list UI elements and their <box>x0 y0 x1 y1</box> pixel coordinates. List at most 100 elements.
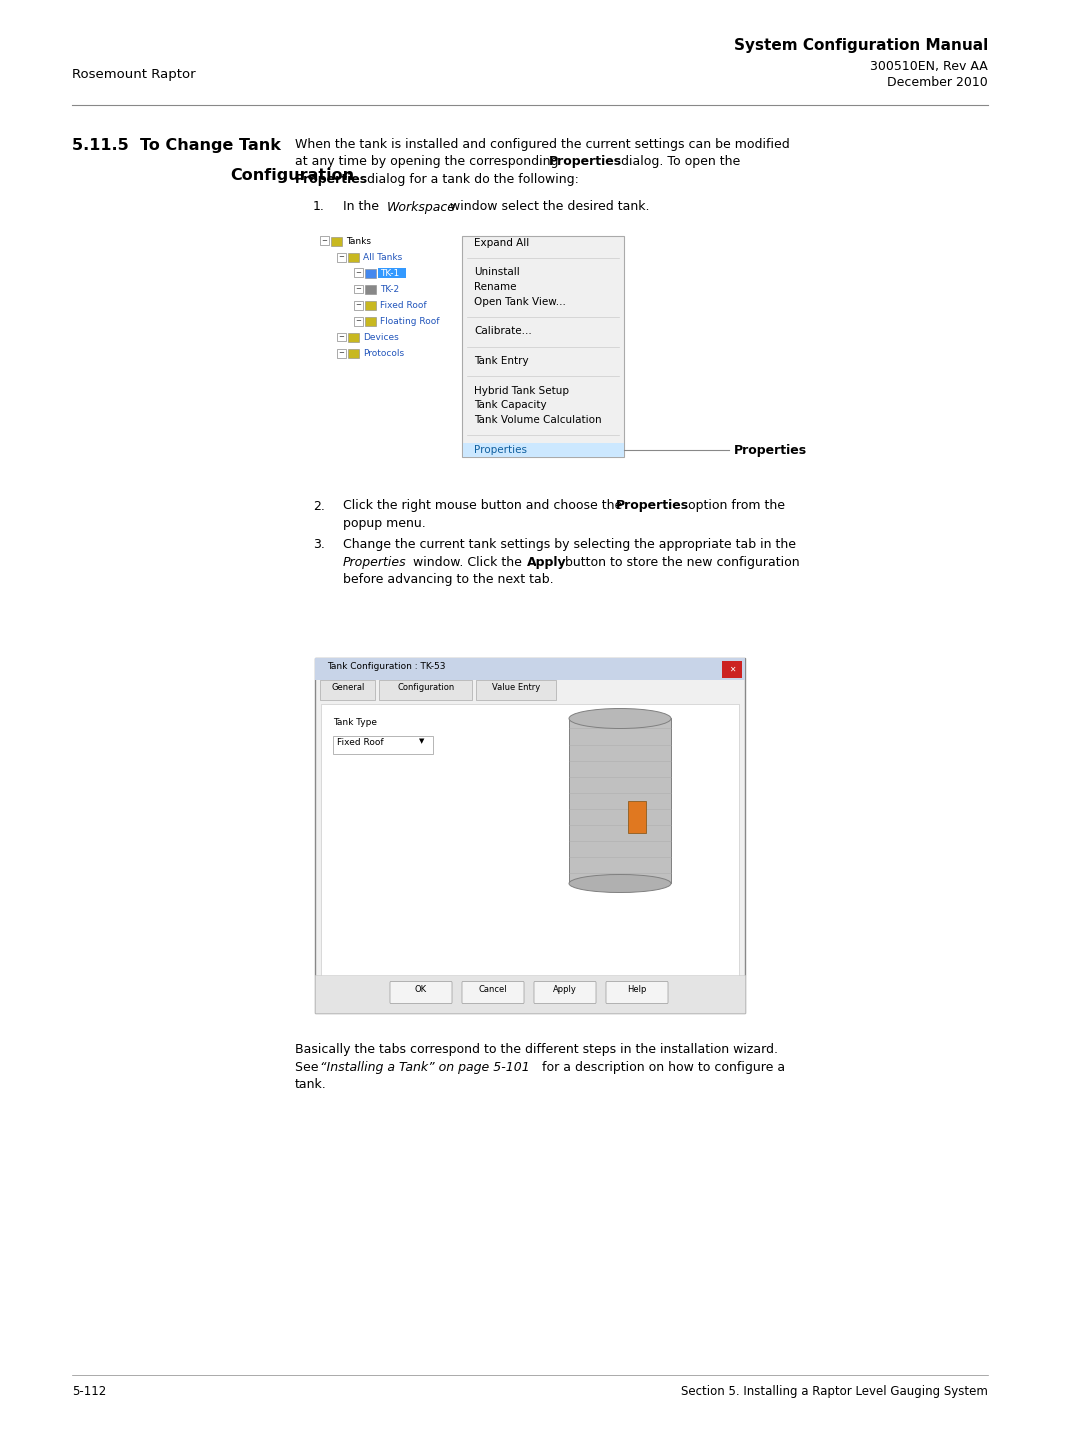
FancyBboxPatch shape <box>321 704 739 980</box>
Text: Tank Capacity: Tank Capacity <box>474 401 546 411</box>
FancyBboxPatch shape <box>365 300 376 309</box>
FancyBboxPatch shape <box>378 269 406 279</box>
FancyBboxPatch shape <box>337 253 346 262</box>
Text: Click the right mouse button and choose the: Click the right mouse button and choose … <box>343 500 626 513</box>
Text: Tank Type: Tank Type <box>333 718 377 727</box>
FancyBboxPatch shape <box>354 285 363 293</box>
Text: Configuration: Configuration <box>230 168 354 182</box>
FancyBboxPatch shape <box>627 800 646 833</box>
Text: −: − <box>355 286 362 292</box>
FancyBboxPatch shape <box>569 718 671 884</box>
FancyBboxPatch shape <box>348 253 359 262</box>
Text: Open Tank View...: Open Tank View... <box>474 296 566 306</box>
Text: Properties: Properties <box>474 444 527 454</box>
Text: −: − <box>355 302 362 308</box>
Text: dialog for a tank do the following:: dialog for a tank do the following: <box>363 172 579 185</box>
Text: Devices: Devices <box>363 333 399 342</box>
FancyBboxPatch shape <box>534 981 596 1003</box>
Text: Configuration: Configuration <box>397 684 455 693</box>
FancyBboxPatch shape <box>337 349 346 358</box>
FancyBboxPatch shape <box>354 300 363 309</box>
Text: TK-1: TK-1 <box>380 269 400 279</box>
Text: Fixed Roof: Fixed Roof <box>380 302 427 310</box>
FancyBboxPatch shape <box>606 981 669 1003</box>
Text: Tank Configuration : TK-53: Tank Configuration : TK-53 <box>327 662 446 671</box>
FancyBboxPatch shape <box>348 349 359 358</box>
FancyBboxPatch shape <box>365 269 376 277</box>
Text: option from the: option from the <box>684 500 785 513</box>
Text: −: − <box>322 239 327 244</box>
Text: “Installing a Tank” on page 5-101: “Installing a Tank” on page 5-101 <box>320 1061 529 1073</box>
Text: 5.11.5  To Change Tank: 5.11.5 To Change Tank <box>72 138 281 152</box>
FancyBboxPatch shape <box>462 981 524 1003</box>
Text: Hybrid Tank Setup: Hybrid Tank Setup <box>474 385 569 395</box>
Text: ▼: ▼ <box>419 739 424 744</box>
Text: See: See <box>295 1061 323 1073</box>
Text: 1.: 1. <box>313 201 325 214</box>
FancyBboxPatch shape <box>390 981 453 1003</box>
Text: TK-2: TK-2 <box>380 286 400 295</box>
FancyBboxPatch shape <box>365 318 376 326</box>
Text: System Configuration Manual: System Configuration Manual <box>733 37 988 53</box>
Text: Help: Help <box>627 986 647 994</box>
FancyBboxPatch shape <box>320 681 376 700</box>
FancyBboxPatch shape <box>348 333 359 342</box>
FancyBboxPatch shape <box>723 661 742 678</box>
FancyBboxPatch shape <box>315 976 745 1013</box>
Text: Calibrate...: Calibrate... <box>474 326 531 336</box>
Text: before advancing to the next tab.: before advancing to the next tab. <box>343 573 554 586</box>
FancyBboxPatch shape <box>330 237 342 246</box>
Text: −: − <box>338 351 345 356</box>
Text: OK: OK <box>415 986 427 994</box>
Text: Apply: Apply <box>553 986 577 994</box>
Text: −: − <box>355 318 362 323</box>
Text: Properties: Properties <box>343 556 407 569</box>
FancyBboxPatch shape <box>333 737 433 754</box>
Text: at any time by opening the corresponding: at any time by opening the corresponding <box>295 155 563 168</box>
Text: When the tank is installed and configured the current settings can be modified: When the tank is installed and configure… <box>295 138 789 151</box>
Text: tank.: tank. <box>295 1079 327 1092</box>
Text: button to store the new configuration: button to store the new configuration <box>561 556 799 569</box>
Text: Properties: Properties <box>734 444 807 457</box>
Text: 300510EN, Rev AA: 300510EN, Rev AA <box>870 60 988 73</box>
Text: Section 5. Installing a Raptor Level Gauging System: Section 5. Installing a Raptor Level Gau… <box>681 1385 988 1398</box>
Text: Expand All: Expand All <box>474 237 529 247</box>
Text: −: − <box>338 333 345 341</box>
FancyBboxPatch shape <box>379 681 472 700</box>
Text: Basically the tabs correspond to the different steps in the installation wizard.: Basically the tabs correspond to the dif… <box>295 1043 778 1056</box>
FancyBboxPatch shape <box>462 236 624 457</box>
Text: Properties: Properties <box>295 172 368 185</box>
Text: Floating Roof: Floating Roof <box>380 318 440 326</box>
Text: Cancel: Cancel <box>478 986 508 994</box>
Text: Uninstall: Uninstall <box>474 267 519 277</box>
Text: Fixed Roof: Fixed Roof <box>337 739 383 747</box>
Text: Value Entry: Value Entry <box>492 684 540 693</box>
FancyBboxPatch shape <box>315 658 745 681</box>
FancyBboxPatch shape <box>354 316 363 326</box>
Text: 5-112: 5-112 <box>72 1385 106 1398</box>
Text: December 2010: December 2010 <box>888 76 988 89</box>
Text: Workspace: Workspace <box>387 201 456 214</box>
Text: Rosemount Raptor: Rosemount Raptor <box>72 68 195 80</box>
FancyBboxPatch shape <box>315 658 745 1013</box>
Text: popup menu.: popup menu. <box>343 517 426 530</box>
Text: −: − <box>355 270 362 276</box>
Text: All Tanks: All Tanks <box>363 253 402 263</box>
FancyBboxPatch shape <box>462 443 623 457</box>
Text: Properties: Properties <box>550 155 622 168</box>
Text: window. Click the: window. Click the <box>409 556 526 569</box>
Text: Properties: Properties <box>616 500 689 513</box>
Text: for a description on how to configure a: for a description on how to configure a <box>538 1061 785 1073</box>
FancyBboxPatch shape <box>365 285 376 293</box>
FancyBboxPatch shape <box>320 237 329 246</box>
FancyBboxPatch shape <box>354 269 363 277</box>
Text: Change the current tank settings by selecting the appropriate tab in the: Change the current tank settings by sele… <box>343 539 796 552</box>
Text: Tanks: Tanks <box>346 237 372 246</box>
Text: Tank Volume Calculation: Tank Volume Calculation <box>474 415 602 425</box>
Text: Rename: Rename <box>474 282 516 292</box>
Text: In the: In the <box>343 201 383 214</box>
Text: window select the desired tank.: window select the desired tank. <box>446 201 649 214</box>
Text: Protocols: Protocols <box>363 349 404 358</box>
Ellipse shape <box>569 708 671 729</box>
Text: −: − <box>338 254 345 260</box>
